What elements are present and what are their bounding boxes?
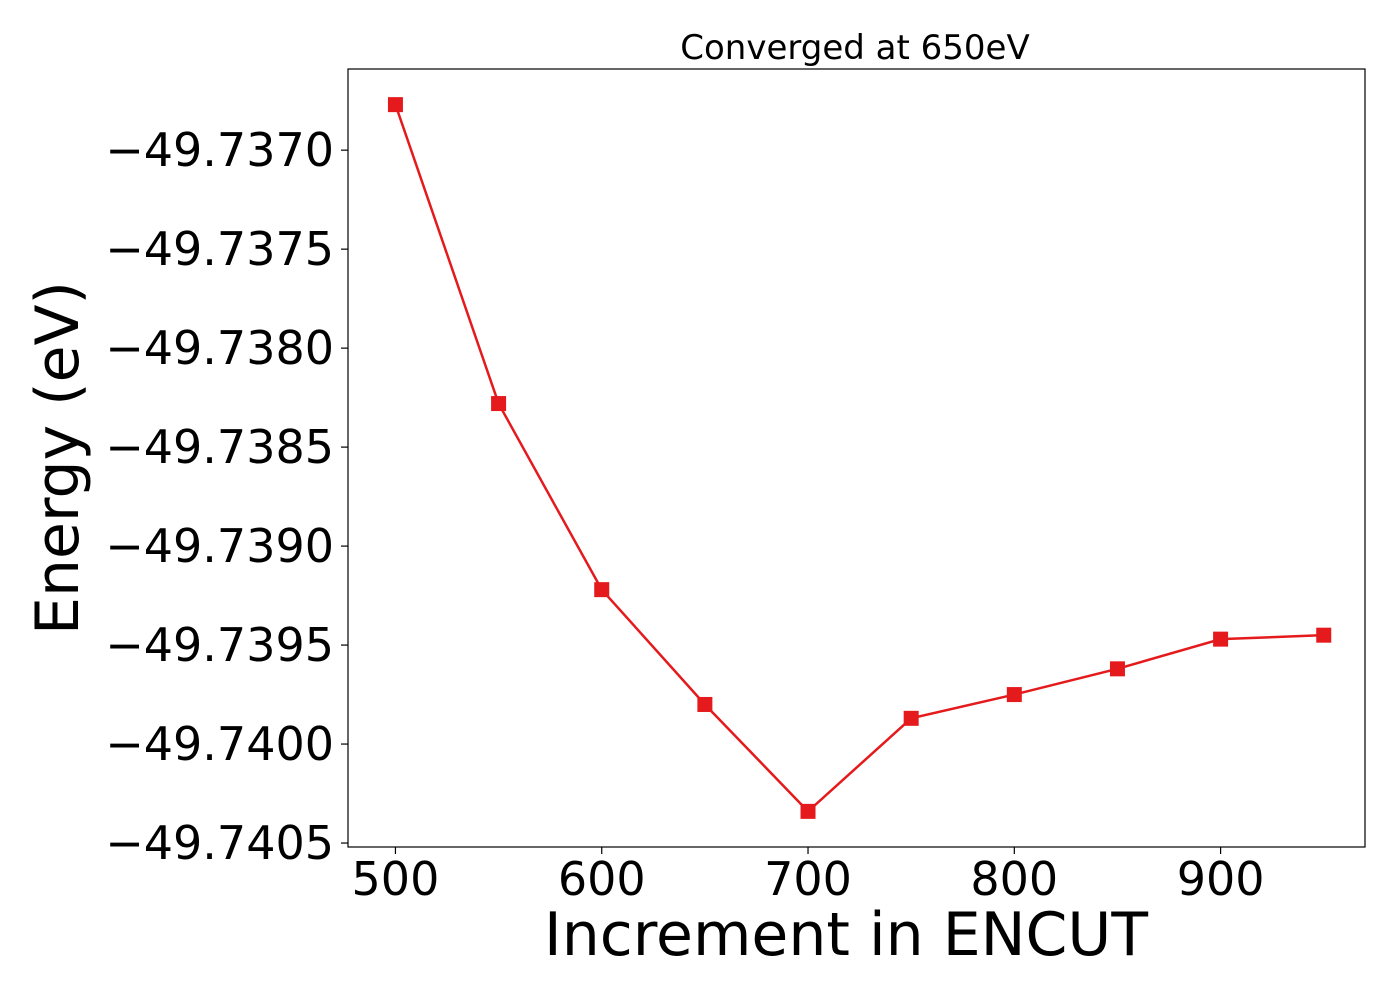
y-tick-label: −49.7390: [105, 519, 334, 573]
chart-title: Converged at 650eV: [680, 28, 1029, 68]
data-point: [697, 696, 713, 712]
x-tick-label: 600: [558, 852, 646, 906]
data-point: [1316, 627, 1332, 643]
data-point: [903, 710, 919, 726]
data-point: [800, 803, 816, 819]
y-axis-title: Energy (eV): [23, 281, 93, 635]
x-tick-label: 500: [352, 852, 440, 906]
x-tick-label: 900: [1177, 852, 1265, 906]
y-tick-label: −49.7400: [105, 717, 334, 771]
x-axis: 500 600 700 800 900: [352, 847, 1265, 906]
y-tick-label: −49.7385: [105, 420, 334, 474]
series-line: [394, 104, 1324, 814]
data-point: [491, 396, 507, 412]
data-point: [387, 97, 403, 113]
y-tick-label: −49.7380: [105, 321, 334, 375]
data-series: [387, 97, 1332, 819]
data-point: [1006, 687, 1022, 703]
x-tick-label: 800: [970, 852, 1058, 906]
data-point: [594, 582, 610, 598]
y-tick-label: −49.7375: [105, 222, 334, 276]
y-tick-label: −49.7395: [105, 618, 334, 672]
data-point: [1109, 661, 1125, 677]
x-axis-title: Increment in ENCUT: [544, 900, 1148, 970]
x-tick-label: 700: [764, 852, 852, 906]
data-point: [1213, 631, 1229, 647]
plot-area: [347, 68, 1366, 848]
y-tick-label: −49.7370: [105, 123, 334, 177]
y-axis: −49.7370 −49.7375 −49.7380 −49.7385 −49.7390…: [105, 123, 348, 870]
y-tick-label: −49.7405: [105, 816, 334, 870]
